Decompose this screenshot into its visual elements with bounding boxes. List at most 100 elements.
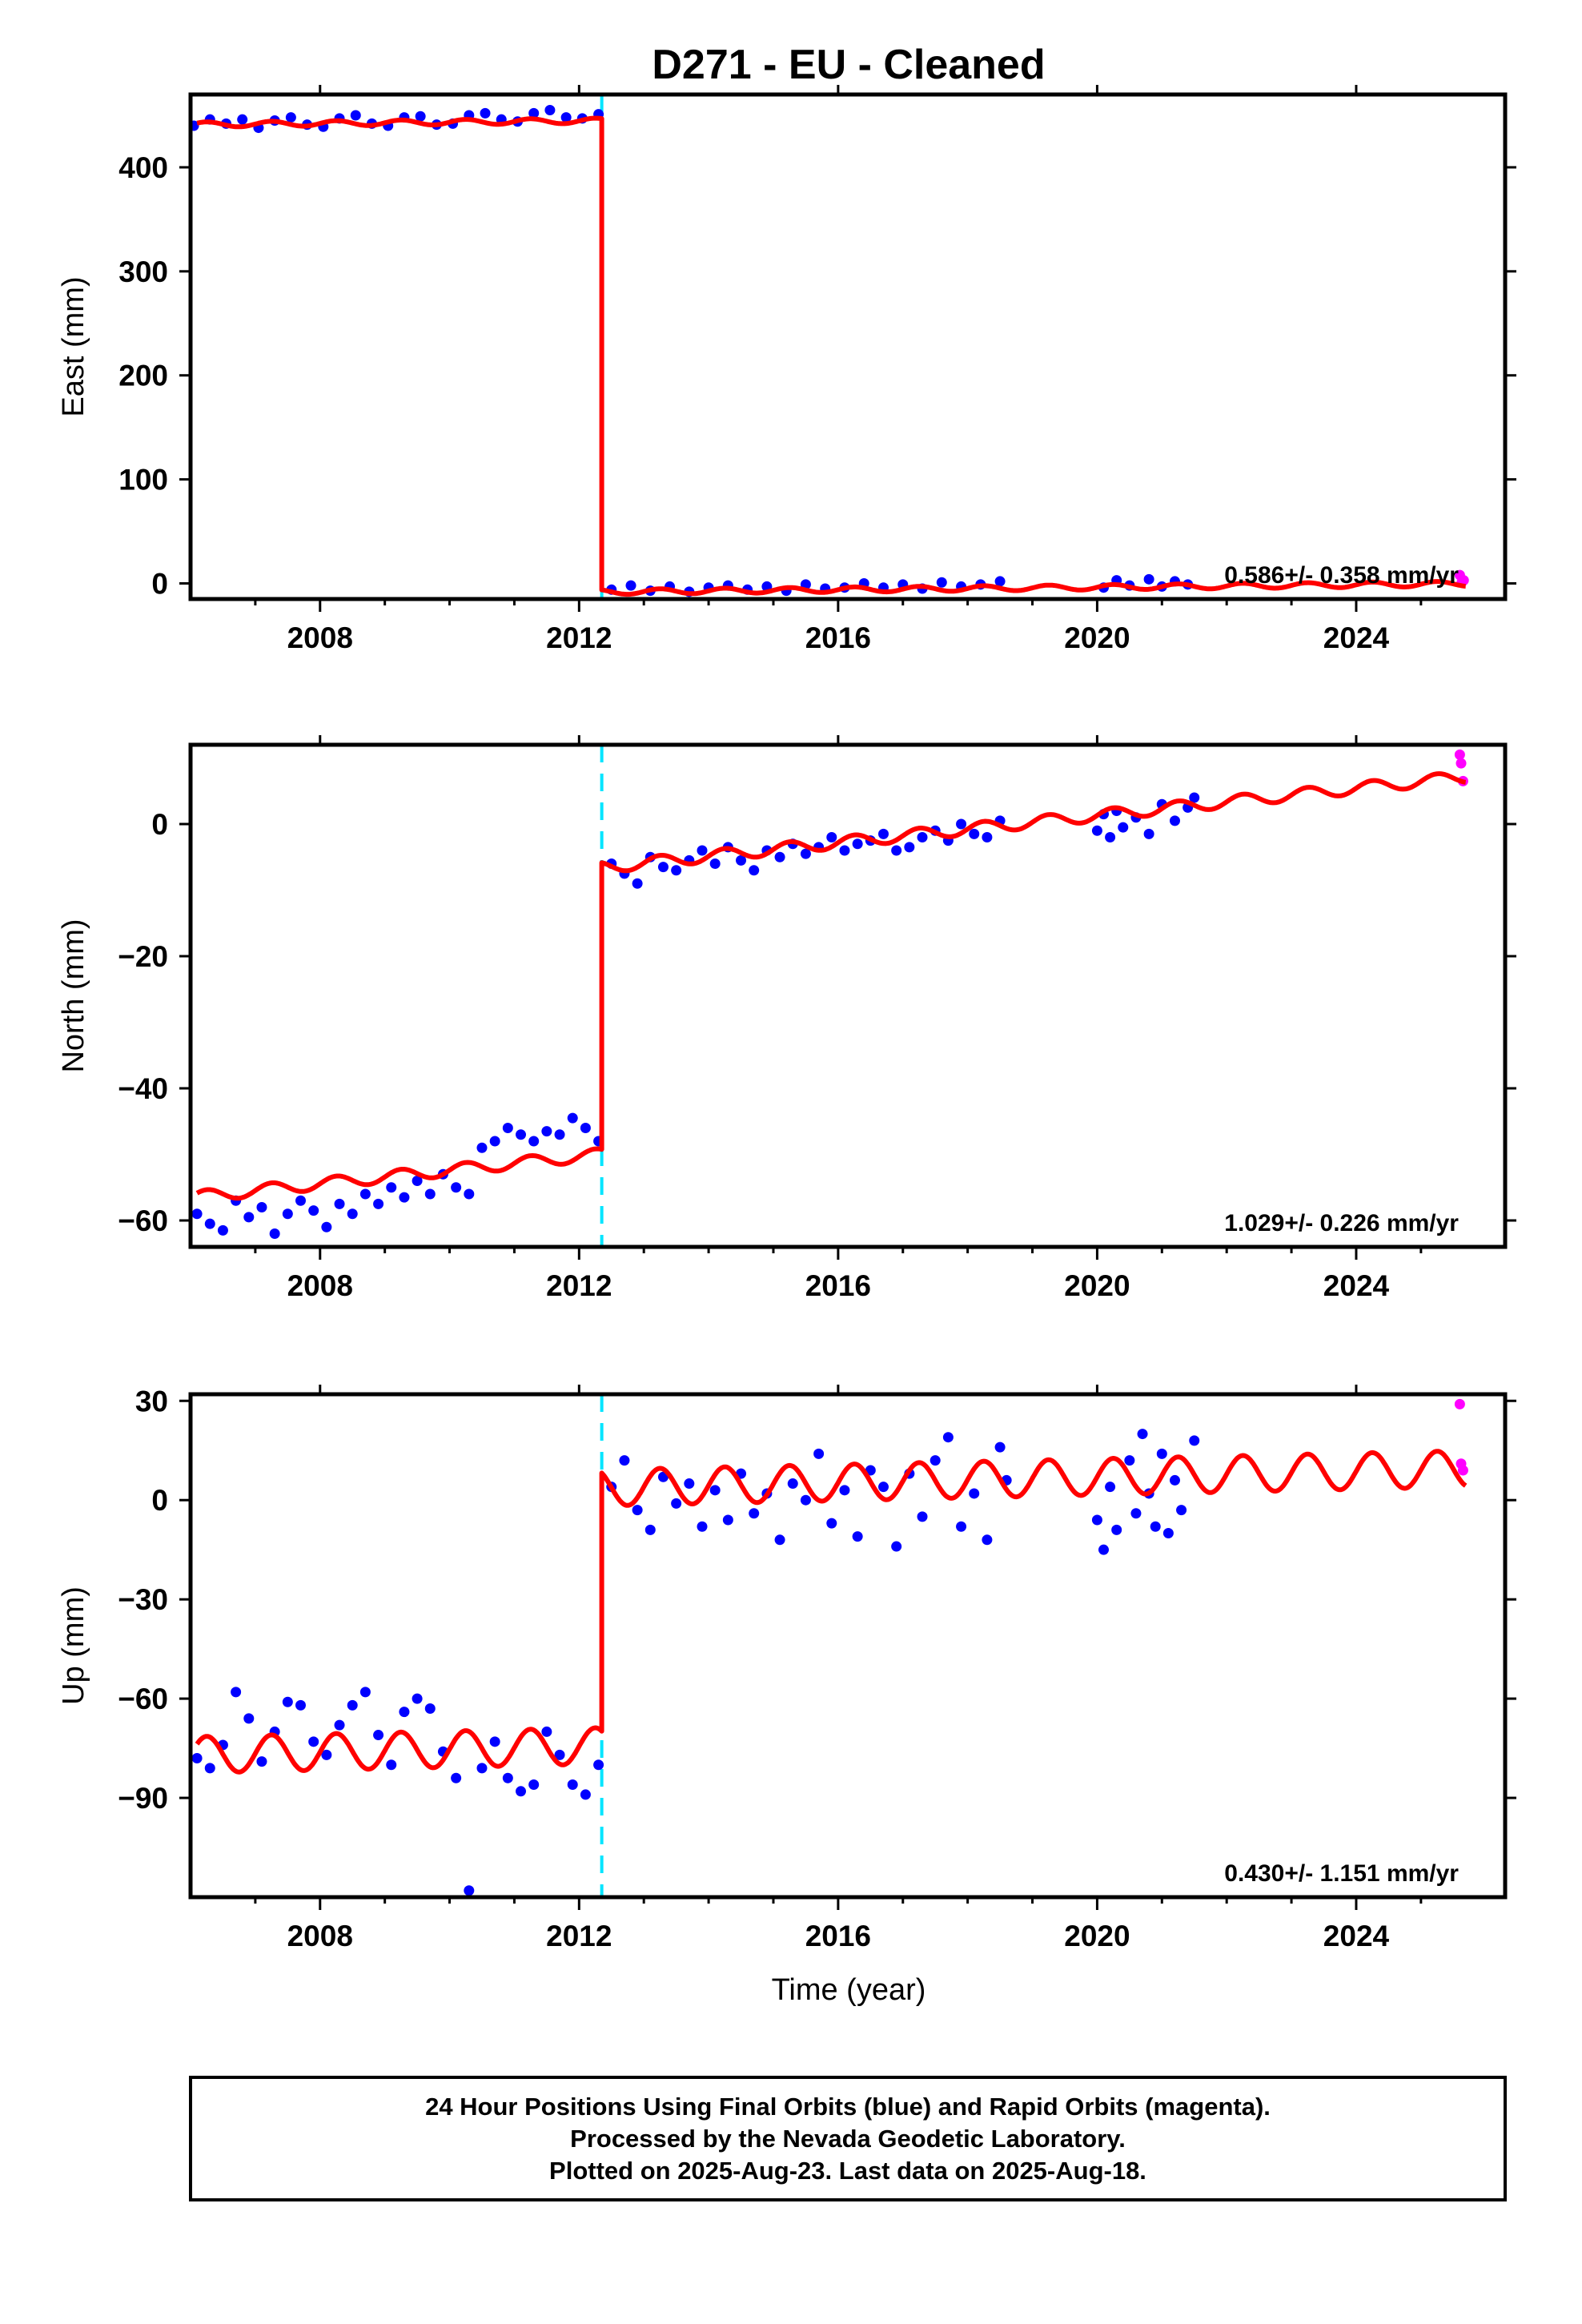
north-final-point-55: [904, 842, 915, 853]
north-xtick-label-2024: 2024: [1323, 1269, 1390, 1302]
up-final-point-4: [243, 1713, 255, 1724]
up-final-point-45: [774, 1534, 785, 1546]
north-final-point-54: [891, 845, 902, 856]
up-final-point-49: [826, 1518, 837, 1529]
up-final-point-47: [800, 1494, 811, 1506]
up-final-point-68: [1124, 1455, 1135, 1466]
east-final-point-0: [191, 120, 199, 131]
north-xtick-label-2020: 2020: [1064, 1269, 1130, 1302]
up-model-curve: [195, 1449, 1468, 1775]
east-model-curve: [195, 115, 1467, 597]
up-final-point-76: [1176, 1505, 1187, 1516]
footer-line-1: 24 Hour Positions Using Final Orbits (bl…: [425, 2093, 1271, 2121]
up-final-point-58: [942, 1432, 954, 1443]
up-ytick-label-0: 0: [151, 1484, 168, 1517]
north-final-point-26: [528, 1136, 540, 1147]
east-final-point-46: [994, 576, 1006, 587]
up-final-point-39: [697, 1521, 708, 1532]
up-final-point-9: [308, 1736, 319, 1747]
north-final-point-15: [386, 1182, 397, 1193]
north-final-point-40: [709, 858, 721, 869]
up-rapid-point-0: [1454, 1398, 1465, 1409]
up-final-point-64: [1091, 1514, 1102, 1526]
north-final-point-18: [424, 1188, 436, 1200]
up-final-point-48: [813, 1448, 825, 1459]
north-final-point-63: [1091, 825, 1102, 836]
north-final-point-4: [243, 1212, 255, 1223]
north-final-point-61: [982, 832, 993, 842]
east-frame: [188, 92, 1508, 601]
north-final-point-36: [657, 862, 669, 873]
north-final-point-27: [541, 1126, 552, 1137]
up-final-point-17: [412, 1693, 423, 1704]
north-rate-label: 1.029+/- 0.226 mm/yr: [1224, 1210, 1459, 1236]
east-final-point-10: [350, 110, 361, 121]
north-final-point-47: [800, 848, 811, 859]
up-final-point-77: [1189, 1435, 1200, 1446]
east-ytick-label-400: 400: [118, 151, 168, 184]
north-model-curve: [195, 771, 1467, 1201]
north-final-point-34: [632, 878, 643, 889]
north-final-point-11: [334, 1198, 345, 1209]
up-final-point-72: [1150, 1521, 1161, 1532]
up-final-point-61: [982, 1534, 993, 1546]
up-final-point-27: [541, 1726, 552, 1737]
up-ytick-label--90: −90: [118, 1782, 168, 1815]
up-ytick-label-30: 30: [135, 1385, 168, 1417]
north-final-point-39: [697, 845, 708, 856]
north-final-point-14: [373, 1198, 384, 1209]
up-final-point-53: [877, 1482, 889, 1493]
north-final-point-29: [567, 1112, 578, 1124]
up-final-point-20: [451, 1772, 462, 1783]
north-final-point-5: [256, 1202, 267, 1212]
north-y-axis-label: North (mm): [57, 919, 90, 1072]
up-ytick-label--30: −30: [118, 1583, 168, 1616]
up-final-point-14: [373, 1730, 384, 1741]
up-final-point-3: [231, 1687, 242, 1698]
up-final-point-16: [399, 1707, 410, 1718]
east-final-point-3: [237, 114, 248, 125]
up-final-point-7: [282, 1696, 293, 1707]
north-plot-area: [191, 745, 1468, 1247]
north-final-point-10: [321, 1221, 332, 1232]
north-ytick-label--40: −40: [118, 1072, 168, 1105]
up-final-point-75: [1169, 1474, 1180, 1486]
east-xtick-label-2024: 2024: [1323, 621, 1390, 654]
up-final-point-38: [684, 1478, 695, 1490]
up-final-point-8: [295, 1699, 307, 1711]
north-final-point-1: [204, 1218, 215, 1229]
up-final-point-37: [671, 1498, 682, 1509]
north-final-point-20: [451, 1182, 462, 1193]
north-final-point-60: [969, 828, 980, 839]
east-final-point-22: [544, 104, 556, 115]
up-final-point-59: [956, 1521, 967, 1532]
up-final-point-50: [839, 1485, 850, 1496]
footer-line-3: Plotted on 2025-Aug-23. Last data on 202…: [549, 2157, 1146, 2185]
up-final-point-41: [722, 1514, 733, 1526]
footer-line-2: Processed by the Nevada Geodetic Laborat…: [570, 2125, 1126, 2153]
north-final-point-0: [191, 1208, 203, 1220]
up-final-point-70: [1137, 1429, 1148, 1440]
east-xtick-label-2020: 2020: [1064, 621, 1130, 654]
up-plot-area: [191, 1394, 1468, 1897]
east-y-axis-label: East (mm): [57, 276, 90, 416]
east-rate-label: 0.586+/- 0.358 mm/yr: [1224, 562, 1459, 589]
north-xtick-label-2016: 2016: [805, 1269, 871, 1302]
up-final-point-60: [969, 1488, 980, 1499]
east-final-point-27: [625, 580, 636, 591]
up-final-point-21: [464, 1885, 475, 1896]
north-final-point-43: [749, 865, 760, 876]
north-final-point-2: [217, 1224, 228, 1236]
north-final-point-22: [476, 1142, 488, 1153]
east-final-point-23: [560, 112, 572, 123]
panel-north: 2008 2012 2016 2020 2024 −60 −40 −20 0 North (mm)…: [57, 735, 1516, 1302]
north-final-point-49: [826, 832, 837, 842]
east-xtick-label-2008: 2008: [287, 621, 353, 654]
east-final-point-50: [1143, 573, 1154, 585]
up-final-point-11: [334, 1719, 345, 1731]
north-rapid-point-1: [1456, 758, 1467, 769]
north-final-point-28: [554, 1129, 565, 1140]
up-final-point-1: [204, 1763, 215, 1774]
footer-box: 24 Hour Positions Using Final Orbits (bl…: [189, 2076, 1507, 2201]
